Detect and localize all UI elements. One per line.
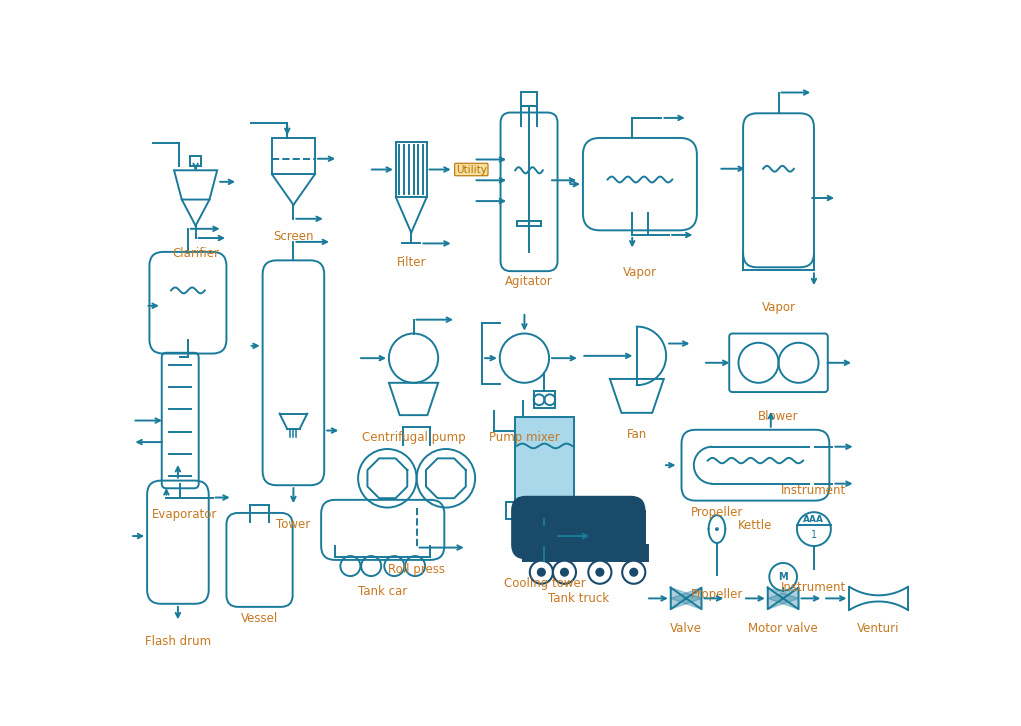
Circle shape	[622, 560, 645, 584]
Text: Pump mixer: Pump mixer	[489, 431, 560, 444]
Text: Tower: Tower	[277, 518, 310, 531]
Text: AAA: AAA	[804, 515, 824, 523]
Bar	[396, 142, 427, 197]
Polygon shape	[768, 587, 798, 609]
Circle shape	[630, 568, 637, 576]
Text: Flash drum: Flash drum	[145, 635, 211, 648]
Bar	[619, 510, 645, 561]
Text: Agitator: Agitator	[505, 275, 553, 288]
Polygon shape	[768, 587, 798, 609]
Bar	[523, 544, 647, 561]
Text: Centrifugal pump: Centrifugal pump	[361, 431, 466, 444]
Text: Tank truck: Tank truck	[547, 592, 609, 605]
Text: Tank car: Tank car	[358, 584, 407, 597]
Text: Utility: Utility	[456, 165, 487, 174]
Circle shape	[596, 568, 603, 576]
Bar	[517, 221, 541, 227]
Circle shape	[553, 560, 576, 584]
Bar	[516, 417, 574, 502]
Text: Propeller: Propeller	[691, 506, 743, 519]
Text: Kettle: Kettle	[738, 519, 773, 532]
Circle shape	[715, 527, 719, 531]
Text: 1: 1	[811, 530, 817, 540]
FancyBboxPatch shape	[513, 497, 644, 558]
Text: Venturi: Venturi	[858, 621, 900, 635]
Bar	[534, 391, 555, 408]
Text: M: M	[778, 572, 788, 582]
Text: Blower: Blower	[759, 409, 798, 423]
Bar	[272, 138, 314, 174]
Bar	[190, 156, 201, 166]
Text: Motor valve: Motor valve	[748, 621, 818, 635]
Text: Propeller: Propeller	[691, 587, 743, 600]
Circle shape	[588, 560, 612, 584]
Text: Vapor: Vapor	[623, 266, 657, 279]
Text: Clarifier: Clarifier	[173, 248, 220, 261]
Text: Valve: Valve	[670, 621, 702, 635]
Text: Screen: Screen	[274, 230, 313, 243]
Polygon shape	[671, 587, 701, 609]
Text: Evaporator: Evaporator	[151, 508, 216, 521]
Text: Cooling tower: Cooling tower	[503, 577, 585, 590]
Polygon shape	[671, 587, 701, 609]
Text: Fan: Fan	[627, 428, 647, 441]
Text: Roll press: Roll press	[388, 563, 445, 576]
Circle shape	[561, 568, 569, 576]
Text: Vapor: Vapor	[762, 301, 795, 314]
Bar	[506, 502, 583, 519]
Text: Filter: Filter	[396, 256, 426, 269]
Text: Vessel: Vessel	[241, 612, 278, 625]
Circle shape	[530, 560, 553, 584]
Bar	[522, 91, 537, 105]
Text: Instrument: Instrument	[781, 582, 846, 595]
Text: Instrument: Instrument	[781, 484, 846, 497]
Circle shape	[537, 568, 545, 576]
